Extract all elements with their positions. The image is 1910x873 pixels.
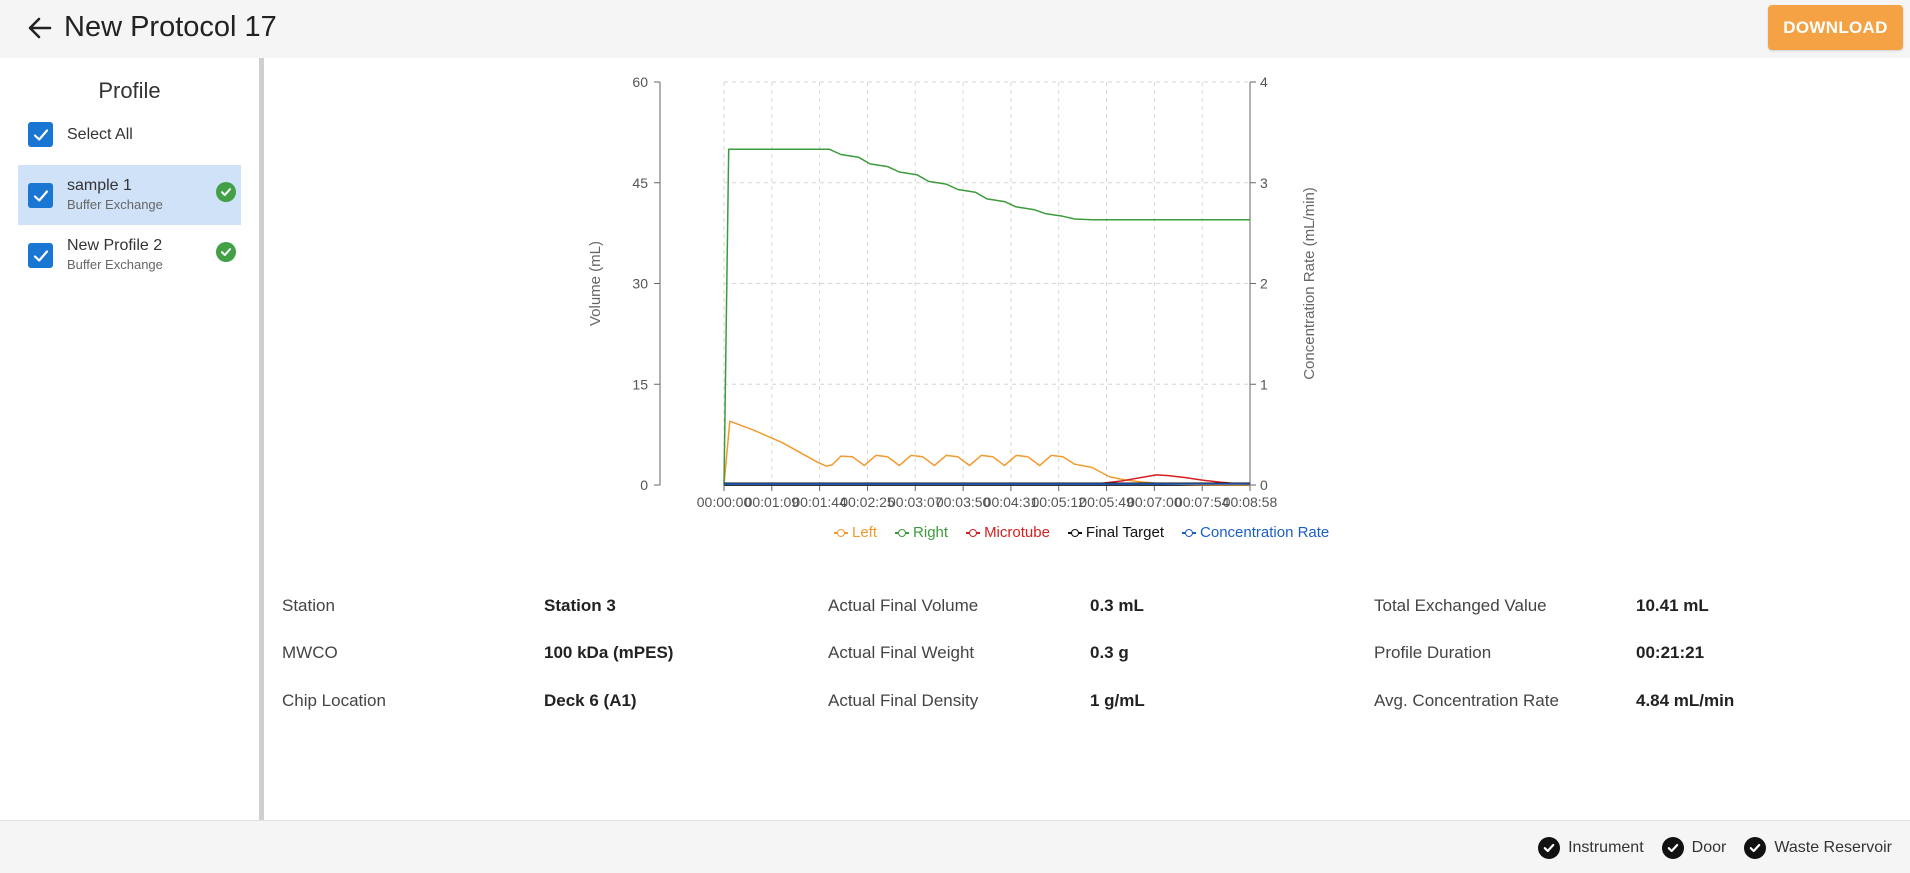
x-tick-label: 00:04:31 bbox=[984, 494, 1039, 510]
detail-value: 00:21:21 bbox=[1636, 643, 1705, 662]
status-waste-reservoir: Waste Reservoir bbox=[1744, 837, 1892, 859]
detail-label: Actual Final Volume bbox=[828, 596, 979, 615]
checkbox-checked-icon[interactable] bbox=[28, 122, 53, 147]
app-header: New Protocol 17 DOWNLOAD bbox=[0, 0, 1910, 58]
profile-name: sample 1 bbox=[67, 177, 132, 194]
y2-axis-title: Concentration Rate (mL/min) bbox=[1301, 187, 1318, 380]
legend-item-right[interactable]: Right bbox=[895, 524, 948, 541]
y-axis-title: Volume (mL) bbox=[587, 241, 604, 326]
legend-item-left[interactable]: Left bbox=[834, 524, 877, 541]
legend-item-microtube[interactable]: Microtube bbox=[966, 524, 1050, 541]
detail-label: Actual Final Density bbox=[828, 691, 979, 710]
y-tick-label: 30 bbox=[632, 276, 648, 292]
checkbox-checked-icon[interactable] bbox=[28, 183, 53, 208]
y-tick-label: 60 bbox=[632, 74, 648, 90]
detail-value: 1 g/mL bbox=[1090, 691, 1145, 710]
sidebar-divider[interactable] bbox=[259, 58, 264, 820]
chart-axes: 00:00:0000:01:0900:01:4400:02:2500:03:07… bbox=[587, 74, 1318, 510]
x-tick-label: 00:07:00 bbox=[1127, 494, 1182, 510]
detail-label: Chip Location bbox=[282, 691, 386, 710]
detail-value: 4.84 mL/min bbox=[1636, 691, 1735, 710]
select-all-label: Select All bbox=[67, 125, 133, 143]
y2-tick-label: 3 bbox=[1260, 175, 1268, 191]
profile-item-sample-1[interactable]: sample 1 Buffer Exchange bbox=[18, 165, 241, 225]
detail-value: Station 3 bbox=[544, 596, 616, 615]
legend-label: Left bbox=[852, 524, 878, 541]
chart-series bbox=[723, 148, 1251, 486]
legend-label: Microtube bbox=[984, 524, 1050, 541]
legend-label: Final Target bbox=[1085, 524, 1165, 541]
x-tick-label: 00:03:50 bbox=[936, 494, 991, 510]
series-line-left bbox=[723, 420, 1251, 486]
x-tick-label: 00:08:58 bbox=[1223, 494, 1278, 510]
profile-details: Station Station 3 MWCO 100 kDa (mPES) Ch… bbox=[282, 596, 1782, 746]
y-tick-label: 0 bbox=[640, 477, 648, 493]
status-footer: Instrument Door Waste Reservoir bbox=[0, 820, 1910, 873]
detail-value: 10.41 mL bbox=[1636, 596, 1709, 615]
y2-tick-label: 0 bbox=[1260, 477, 1268, 493]
back-arrow-icon[interactable] bbox=[24, 12, 56, 44]
y2-tick-label: 4 bbox=[1260, 74, 1268, 90]
profile-name: New Profile 2 bbox=[67, 237, 163, 254]
x-tick-label: 00:07:54 bbox=[1175, 494, 1230, 510]
volume-chart: 00:00:0000:01:0900:01:4400:02:2500:03:07… bbox=[587, 74, 1318, 510]
x-tick-label: 00:02:25 bbox=[840, 494, 895, 510]
y2-tick-label: 1 bbox=[1260, 376, 1268, 392]
detail-label: Total Exchanged Value bbox=[1374, 596, 1547, 615]
check-circle-icon bbox=[216, 242, 236, 262]
legend-item-concentration-rate[interactable]: Concentration Rate bbox=[1182, 524, 1329, 541]
status-door: Door bbox=[1661, 837, 1727, 859]
check-circle-icon bbox=[216, 182, 236, 202]
status-label: Door bbox=[1691, 839, 1727, 856]
profile-type: Buffer Exchange bbox=[67, 257, 163, 272]
checkbox-checked-icon[interactable] bbox=[28, 243, 53, 268]
chart-grid bbox=[723, 81, 1251, 486]
select-all-checkbox[interactable]: Select All bbox=[28, 122, 133, 147]
y-tick-label: 45 bbox=[632, 175, 648, 191]
legend-label: Right bbox=[913, 524, 949, 541]
detail-label: Actual Final Weight bbox=[828, 643, 975, 662]
legend-item-final-target[interactable]: Final Target bbox=[1067, 524, 1165, 541]
check-circle-icon bbox=[1538, 837, 1561, 859]
detail-label: Avg. Concentration Rate bbox=[1374, 691, 1559, 710]
x-tick-label: 00:01:44 bbox=[792, 494, 847, 510]
x-tick-label: 00:03:07 bbox=[888, 494, 943, 510]
status-instrument: Instrument bbox=[1538, 837, 1644, 859]
detail-label: Station bbox=[282, 596, 335, 615]
check-circle-icon bbox=[1744, 837, 1767, 859]
status-label: Instrument bbox=[1568, 839, 1644, 856]
y-tick-label: 15 bbox=[632, 376, 648, 392]
detail-value: 100 kDa (mPES) bbox=[544, 643, 674, 662]
legend-label: Concentration Rate bbox=[1200, 524, 1330, 541]
y2-tick-label: 2 bbox=[1260, 276, 1268, 292]
detail-value: 0.3 mL bbox=[1090, 596, 1144, 615]
page-title: New Protocol 17 bbox=[64, 11, 277, 43]
download-button[interactable]: DOWNLOAD bbox=[1768, 5, 1903, 50]
x-tick-label: 00:05:12 bbox=[1031, 494, 1086, 510]
series-line-right bbox=[723, 148, 1250, 486]
chart-legend: Left Right Microtube Final Target Concen… bbox=[834, 524, 1329, 541]
profile-item-new-profile-2[interactable]: New Profile 2 Buffer Exchange bbox=[18, 225, 241, 285]
x-tick-label: 00:00:00 bbox=[697, 494, 752, 510]
legend-marker-icon bbox=[1067, 528, 1082, 538]
profile-type: Buffer Exchange bbox=[67, 197, 163, 212]
detail-value: 0.3 g bbox=[1090, 643, 1129, 662]
detail-value: Deck 6 (A1) bbox=[544, 691, 637, 710]
detail-label: MWCO bbox=[282, 643, 338, 662]
check-circle-icon bbox=[1661, 837, 1684, 859]
detail-label: Profile Duration bbox=[1374, 643, 1492, 662]
sidebar-title: Profile bbox=[98, 78, 161, 103]
x-tick-label: 00:01:09 bbox=[745, 494, 800, 510]
x-tick-label: 00:05:49 bbox=[1079, 494, 1134, 510]
status-label: Waste Reservoir bbox=[1774, 839, 1892, 856]
legend-marker-icon bbox=[834, 528, 848, 538]
legend-marker-icon bbox=[966, 528, 981, 538]
profile-sidebar: Profile Select All sample 1 Buffer Excha… bbox=[0, 58, 259, 820]
legend-marker-icon bbox=[1182, 528, 1197, 538]
legend-marker-icon bbox=[895, 528, 910, 538]
